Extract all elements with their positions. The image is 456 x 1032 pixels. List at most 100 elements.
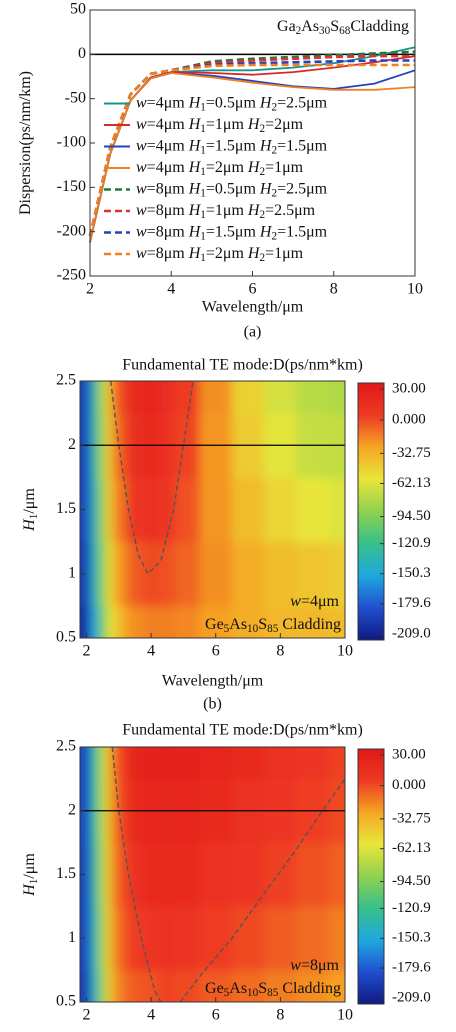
heatmap-cell <box>296 541 330 607</box>
y-tick-label: 2.5 <box>56 738 76 755</box>
heatmap-cell <box>175 906 201 971</box>
heatmap-cell <box>90 906 100 971</box>
heatmap-cell <box>175 381 201 414</box>
x-tick-label: 4 <box>147 643 155 660</box>
annotation: Ge5As10S85 Cladding <box>205 980 341 999</box>
heatmap-cell <box>175 477 201 543</box>
colorbar-tick-label: -32.75 <box>392 445 431 461</box>
heatmap-cell <box>98 477 108 543</box>
heatmap-cell <box>328 906 345 971</box>
heatmap-cell <box>114 842 128 907</box>
chart-title: Fundamental TE mode:D(ps/nm*km) <box>122 357 363 374</box>
heatmap-cell <box>90 541 100 607</box>
heatmap-cell <box>90 605 100 638</box>
heatmap-cell <box>98 842 108 907</box>
heatmap-cell <box>175 605 201 638</box>
heatmap-cell <box>159 381 176 414</box>
heatmap-cell <box>126 747 144 780</box>
plot-frame <box>79 380 346 639</box>
caption: (b) <box>203 696 222 713</box>
heatmap-cell <box>159 605 176 638</box>
legend-label: w=4μm H1=0.5μm H2=2.5μm <box>136 94 328 113</box>
series-line <box>88 50 416 237</box>
heatmap-cell <box>264 747 298 780</box>
y-tick-label: 1 <box>68 929 76 946</box>
heatmap-cell <box>106 906 116 971</box>
colorbar-tick-label: -209.0 <box>392 989 431 1005</box>
caption: (a) <box>244 324 262 341</box>
x-tick-label: 10 <box>337 643 353 660</box>
legend-label: w=4μm H1=1.5μm H2=1.5μm <box>136 137 328 156</box>
colorbar <box>357 748 385 1005</box>
heatmap-cell <box>328 842 345 907</box>
heatmap-cell <box>90 381 100 414</box>
legend-label: w=8μm H1=1.5μm H2=1.5μm <box>136 223 328 242</box>
y-tick-label: -100 <box>57 134 86 151</box>
y-tick-label: -200 <box>57 222 86 239</box>
x-axis-label: Wavelength/μm <box>202 299 304 316</box>
heatmap-cell <box>90 970 100 1002</box>
annotation: w=8μm <box>290 957 339 974</box>
heatmap-cell <box>114 970 128 1002</box>
heatmap-cell <box>114 605 128 638</box>
heatmap-cell <box>126 477 144 543</box>
heatmap-cell <box>98 541 108 607</box>
annotation: Ga2As30S68Cladding <box>277 18 409 37</box>
heatmap-cell <box>143 747 160 780</box>
heatmap-cell <box>90 747 100 780</box>
y-tick-label: 2 <box>68 436 76 453</box>
heatmap-cell <box>264 381 298 414</box>
y-axis-label: H1/μm <box>21 488 40 532</box>
heatmap-cell <box>126 970 144 1002</box>
heatmap-cell <box>90 477 100 543</box>
heatmap-cell <box>199 477 233 543</box>
heatmap-cell <box>80 906 92 971</box>
heatmap-cell <box>126 605 144 638</box>
heatmap-cell <box>114 381 128 414</box>
heatmap-cell <box>199 970 233 1002</box>
colorbar-tick-label: -150.3 <box>392 565 431 581</box>
heatmap-cell <box>328 381 345 414</box>
colorbar-tick-label: -209.0 <box>392 625 431 641</box>
heatmap-cell <box>90 842 100 907</box>
y-axis-label: Dispersion(ps/nm/km) <box>17 71 34 215</box>
heatmap-cell <box>126 842 144 907</box>
heatmap-cell <box>80 747 92 780</box>
heatmap-cell <box>114 747 128 780</box>
heatmap-cell <box>126 381 144 414</box>
heatmap-cell <box>106 842 116 907</box>
heatmap-cell <box>126 906 144 971</box>
heatmap-cell <box>159 747 176 780</box>
y-tick-label: -150 <box>57 178 86 195</box>
heatmap-cell <box>98 747 108 780</box>
y-tick-label: 1 <box>68 564 76 581</box>
x-tick-label: 6 <box>249 281 257 298</box>
heatmap-cell <box>114 477 128 543</box>
plot-frame <box>89 9 416 277</box>
x-tick-label: 8 <box>330 281 338 298</box>
y-tick-label: 50 <box>70 1 86 18</box>
heatmap-cell <box>231 747 265 780</box>
x-tick-label: 4 <box>147 1007 155 1024</box>
colorbar-tick-label: 0.000 <box>392 777 426 793</box>
heatmap-cell <box>143 541 160 607</box>
heatmap-cell <box>231 605 265 638</box>
y-tick-label: -250 <box>57 267 86 284</box>
colorbar-tick-label: -150.3 <box>392 930 431 946</box>
heatmap-cell <box>328 605 345 638</box>
colorbar-tick-label: -94.50 <box>392 508 431 524</box>
heatmap-cell <box>199 747 233 780</box>
y-axis-label: H1/μm <box>21 853 40 897</box>
colorbar-tick-label: -120.9 <box>392 535 431 551</box>
heatmap-cell <box>159 541 176 607</box>
series-line <box>89 72 416 243</box>
annotation: Ge5As10S85 Cladding <box>205 616 341 635</box>
heatmap-cell <box>175 842 201 907</box>
heatmap-cell <box>328 477 345 543</box>
heatmap-cell <box>296 747 330 780</box>
heatmap-cell <box>98 381 108 414</box>
heatmap-cell <box>296 906 330 971</box>
heatmap-cell <box>80 477 92 543</box>
heatmap-cell <box>106 541 116 607</box>
